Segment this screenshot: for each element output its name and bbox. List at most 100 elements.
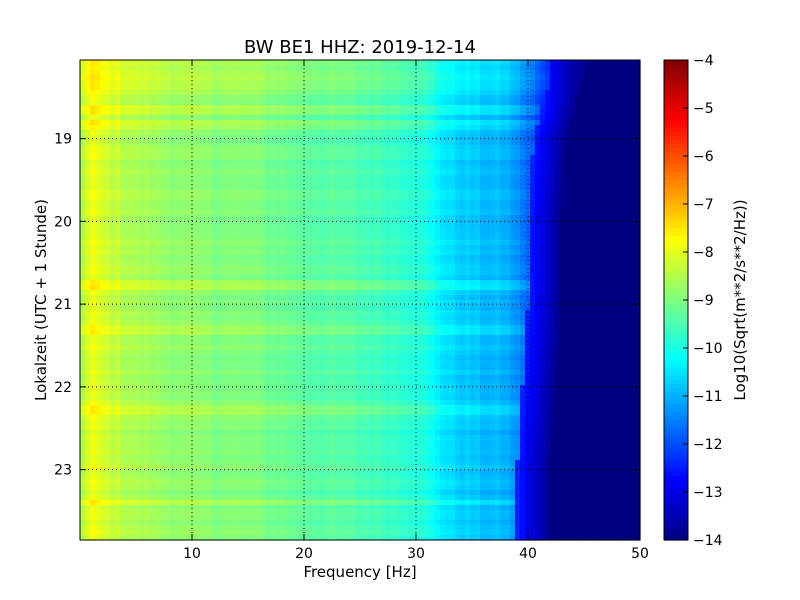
heatmap-cell <box>175 235 181 241</box>
heatmap-cell <box>195 245 201 251</box>
heatmap-cell <box>470 125 476 131</box>
heatmap-cell <box>525 80 531 86</box>
heatmap-cell <box>460 140 466 146</box>
heatmap-cell <box>165 215 171 221</box>
heatmap-cell <box>270 160 276 166</box>
heatmap-cell <box>255 180 261 186</box>
heatmap-cell <box>160 205 166 211</box>
heatmap-cell <box>420 225 426 231</box>
heatmap-cell <box>630 175 636 181</box>
heatmap-cell <box>165 180 171 186</box>
heatmap-cell <box>600 225 606 231</box>
heatmap-cell <box>95 185 101 191</box>
heatmap-cell <box>370 130 376 136</box>
heatmap-cell <box>620 60 626 66</box>
heatmap-cell <box>375 245 381 251</box>
heatmap-cell <box>435 215 441 221</box>
heatmap-cell <box>385 180 391 186</box>
heatmap-cell <box>515 95 521 101</box>
heatmap-cell <box>465 240 471 246</box>
heatmap-cell <box>200 115 206 121</box>
heatmap-cell <box>570 65 576 71</box>
heatmap-cell <box>425 105 431 111</box>
heatmap-cell <box>385 205 391 211</box>
heatmap-cell <box>230 160 236 166</box>
heatmap-cell <box>585 120 591 126</box>
heatmap-cell <box>210 125 216 131</box>
heatmap-cell <box>420 240 426 246</box>
heatmap-cell <box>325 210 331 216</box>
heatmap-cell <box>350 140 356 146</box>
heatmap-cell <box>520 140 526 146</box>
heatmap-cell <box>85 70 91 76</box>
heatmap-cell <box>595 155 601 161</box>
heatmap-cell <box>625 65 631 71</box>
heatmap-cell <box>545 200 551 206</box>
heatmap-cell <box>205 230 211 236</box>
heatmap-cell <box>510 115 516 121</box>
heatmap-cell <box>315 110 321 116</box>
heatmap-cell <box>265 210 271 216</box>
heatmap-cell <box>120 220 126 226</box>
heatmap-cell <box>290 175 296 181</box>
heatmap-cell <box>565 265 571 271</box>
heatmap-cell <box>135 140 141 146</box>
heatmap-cell <box>430 140 436 146</box>
heatmap-cell <box>405 180 411 186</box>
heatmap-cell <box>110 250 116 256</box>
heatmap-cell <box>210 255 216 261</box>
heatmap-cell <box>430 185 436 191</box>
heatmap-cell <box>405 280 411 286</box>
heatmap-cell <box>190 95 196 101</box>
heatmap-cell <box>540 160 546 166</box>
heatmap-cell <box>250 200 256 206</box>
heatmap-cell <box>265 270 271 276</box>
heatmap-cell <box>585 125 591 131</box>
heatmap-cell <box>470 120 476 126</box>
heatmap-cell <box>590 115 596 121</box>
heatmap-cell <box>225 265 231 271</box>
heatmap-cell <box>580 250 586 256</box>
heatmap-cell <box>630 165 636 171</box>
heatmap-cell <box>385 200 391 206</box>
heatmap-cell <box>515 80 521 86</box>
heatmap-cell <box>280 145 286 151</box>
heatmap-cell <box>565 240 571 246</box>
heatmap-cell <box>590 185 596 191</box>
heatmap-cell <box>185 180 191 186</box>
heatmap-cell <box>525 265 531 271</box>
heatmap-cell <box>595 220 601 226</box>
heatmap-cell <box>470 170 476 176</box>
heatmap-cell <box>380 60 386 66</box>
heatmap-cell <box>550 250 556 256</box>
heatmap-cell <box>310 150 316 156</box>
heatmap-cell <box>600 230 606 236</box>
heatmap-cell <box>395 230 401 236</box>
heatmap-cell <box>300 75 306 81</box>
heatmap-cell <box>575 260 581 266</box>
heatmap-cell <box>270 155 276 161</box>
heatmap-cell <box>175 250 181 256</box>
heatmap-cell <box>185 200 191 206</box>
heatmap-cell <box>380 245 386 251</box>
heatmap-cell <box>140 135 146 141</box>
heatmap-cell <box>435 180 441 186</box>
heatmap-cell <box>330 100 336 106</box>
heatmap-cell <box>350 70 356 76</box>
heatmap-cell <box>405 130 411 136</box>
heatmap-cell <box>505 180 511 186</box>
heatmap-cell <box>320 150 326 156</box>
heatmap-cell <box>610 125 616 131</box>
heatmap-cell <box>420 195 426 201</box>
heatmap-cell <box>270 140 276 146</box>
heatmap-cell <box>255 150 261 156</box>
heatmap-cell <box>305 135 311 141</box>
heatmap-cell <box>555 265 561 271</box>
heatmap-cell <box>270 145 276 151</box>
heatmap-cell <box>235 245 241 251</box>
heatmap-cell <box>480 200 486 206</box>
heatmap-cell <box>530 235 536 241</box>
heatmap-cell <box>200 100 206 106</box>
heatmap-cell <box>455 80 461 86</box>
heatmap-cell <box>560 215 566 221</box>
